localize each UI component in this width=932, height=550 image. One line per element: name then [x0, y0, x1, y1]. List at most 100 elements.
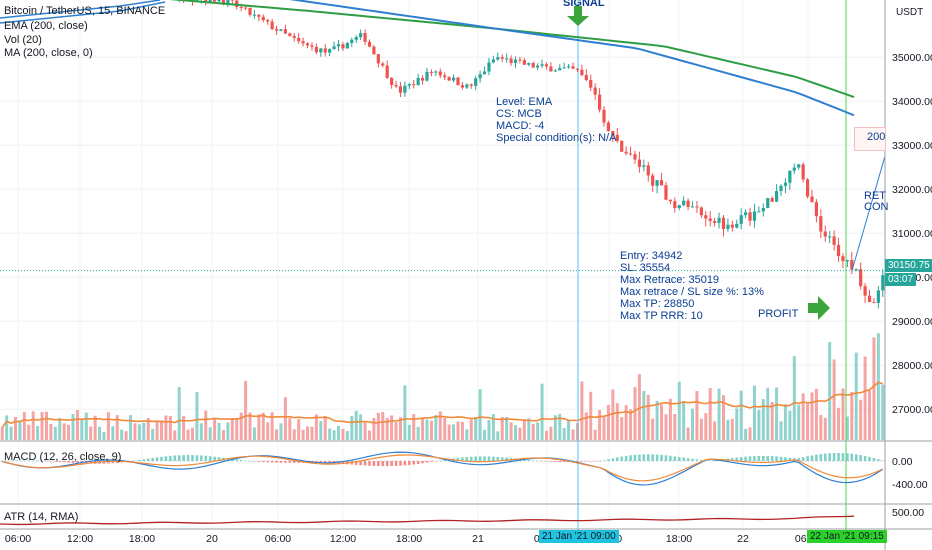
macd-histogram-bar — [217, 457, 221, 461]
volume-bar — [390, 415, 394, 440]
candle-body — [518, 59, 522, 61]
macd-histogram-bar — [536, 460, 539, 462]
trade-info-line: MACD: -4 — [496, 120, 545, 132]
legend-macd: MACD (12, 26, close, 9) — [4, 451, 122, 463]
macd-histogram-bar — [45, 461, 48, 462]
macd-histogram-bar — [169, 455, 172, 461]
candle-body — [274, 29, 279, 31]
volume-bar — [252, 427, 256, 440]
macd-histogram-bar — [576, 461, 579, 462]
candle-body — [509, 58, 513, 64]
macd-histogram-bar — [784, 457, 787, 461]
macd-histogram-bar — [686, 458, 690, 461]
macd-histogram-bar — [239, 460, 243, 461]
x-tick-label: 12:00 — [330, 533, 356, 545]
volume-bar — [580, 381, 584, 440]
volume-bar — [536, 422, 540, 440]
macd-histogram-bar — [620, 456, 624, 461]
macd-histogram-bar — [213, 456, 216, 461]
volume-bar — [213, 417, 217, 440]
volume-bar — [744, 428, 748, 440]
candle-body — [487, 62, 491, 72]
volume-bar — [217, 422, 221, 440]
candle-body — [633, 154, 637, 160]
macd-histogram-bar — [40, 460, 44, 462]
macd-histogram-bar — [593, 461, 597, 462]
macd-histogram-bar — [319, 461, 323, 463]
macd-histogram-bar — [708, 460, 712, 462]
macd-histogram-bar — [0, 460, 4, 462]
macd-histogram-bar — [629, 455, 632, 461]
macd-tick-label: -400.00 — [892, 479, 928, 491]
macd-histogram-bar — [731, 458, 734, 461]
macd-histogram-bar — [558, 461, 562, 463]
candle-body — [385, 65, 389, 78]
macd-histogram-bar — [62, 461, 66, 463]
volume-bar — [558, 413, 562, 440]
x-tick-label: 18:00 — [129, 533, 155, 545]
candle-body — [708, 218, 712, 221]
volume-bar — [438, 411, 442, 440]
macd-histogram-bar — [385, 461, 389, 467]
macd-histogram-bar — [443, 459, 447, 461]
volume-bar — [474, 416, 478, 440]
macd-histogram-bar — [235, 459, 239, 461]
volume-bar — [310, 426, 314, 440]
candle-body — [314, 46, 318, 53]
right-arrow-icon — [808, 296, 830, 320]
volume-bar — [726, 419, 730, 440]
volume-bar — [67, 424, 71, 440]
legend-symbol: Bitcoin / TetherUS, 15, BINANCE — [4, 5, 166, 17]
macd-histogram-bar — [775, 456, 778, 461]
macd-histogram-bar — [182, 455, 185, 461]
candle-body — [695, 206, 699, 208]
macd-histogram-bar — [297, 461, 300, 463]
y-tick-label: 31000.00 — [892, 228, 932, 240]
volume-bar — [642, 390, 646, 440]
candle-body — [752, 211, 757, 221]
y-tick-label: 27000.00 — [892, 404, 932, 416]
volume-bar — [651, 418, 655, 440]
volume-bar — [881, 384, 885, 440]
macd-histogram-bar — [877, 459, 880, 461]
x-tick-label: 20 — [206, 533, 218, 545]
trade-info-line: Level: EMA — [496, 96, 553, 108]
macd-histogram-bar — [651, 454, 654, 461]
candle-body — [381, 63, 385, 66]
macd-histogram-bar — [615, 457, 619, 461]
volume-bar — [806, 403, 810, 440]
candle-body — [673, 201, 677, 209]
countdown-tag: 03:07 — [885, 273, 917, 286]
volume-bar — [544, 430, 548, 440]
macd-histogram-bar — [456, 457, 460, 461]
candle-body — [460, 85, 465, 88]
candle-body — [367, 41, 372, 47]
candle-body — [717, 217, 721, 223]
macd-histogram-bar — [854, 454, 858, 461]
macd-histogram-bar — [279, 461, 283, 463]
candle-body — [208, 0, 212, 2]
candle-body — [739, 215, 743, 224]
candle-body — [659, 180, 664, 186]
candle-body — [527, 63, 531, 65]
volume-bar — [27, 424, 31, 440]
macd-histogram-bar — [363, 461, 367, 466]
volume-bar — [367, 430, 371, 440]
candle-body — [213, 0, 217, 2]
candle-body — [567, 66, 571, 68]
y-tick-label: 29000.00 — [892, 316, 932, 328]
macd-histogram-bar — [638, 454, 641, 461]
macd-histogram-bar — [580, 461, 584, 462]
volume-bar — [788, 410, 792, 440]
volume-bar — [876, 333, 880, 440]
candle-body — [505, 58, 509, 60]
candle-body — [513, 59, 518, 64]
macd-histogram-bar — [111, 461, 115, 464]
volume-bar — [359, 414, 363, 440]
volume-bar — [275, 429, 279, 440]
volume-bar — [204, 410, 208, 440]
candle-body — [766, 198, 770, 209]
volume-bar — [646, 394, 650, 440]
macd-histogram-bar — [527, 460, 531, 461]
